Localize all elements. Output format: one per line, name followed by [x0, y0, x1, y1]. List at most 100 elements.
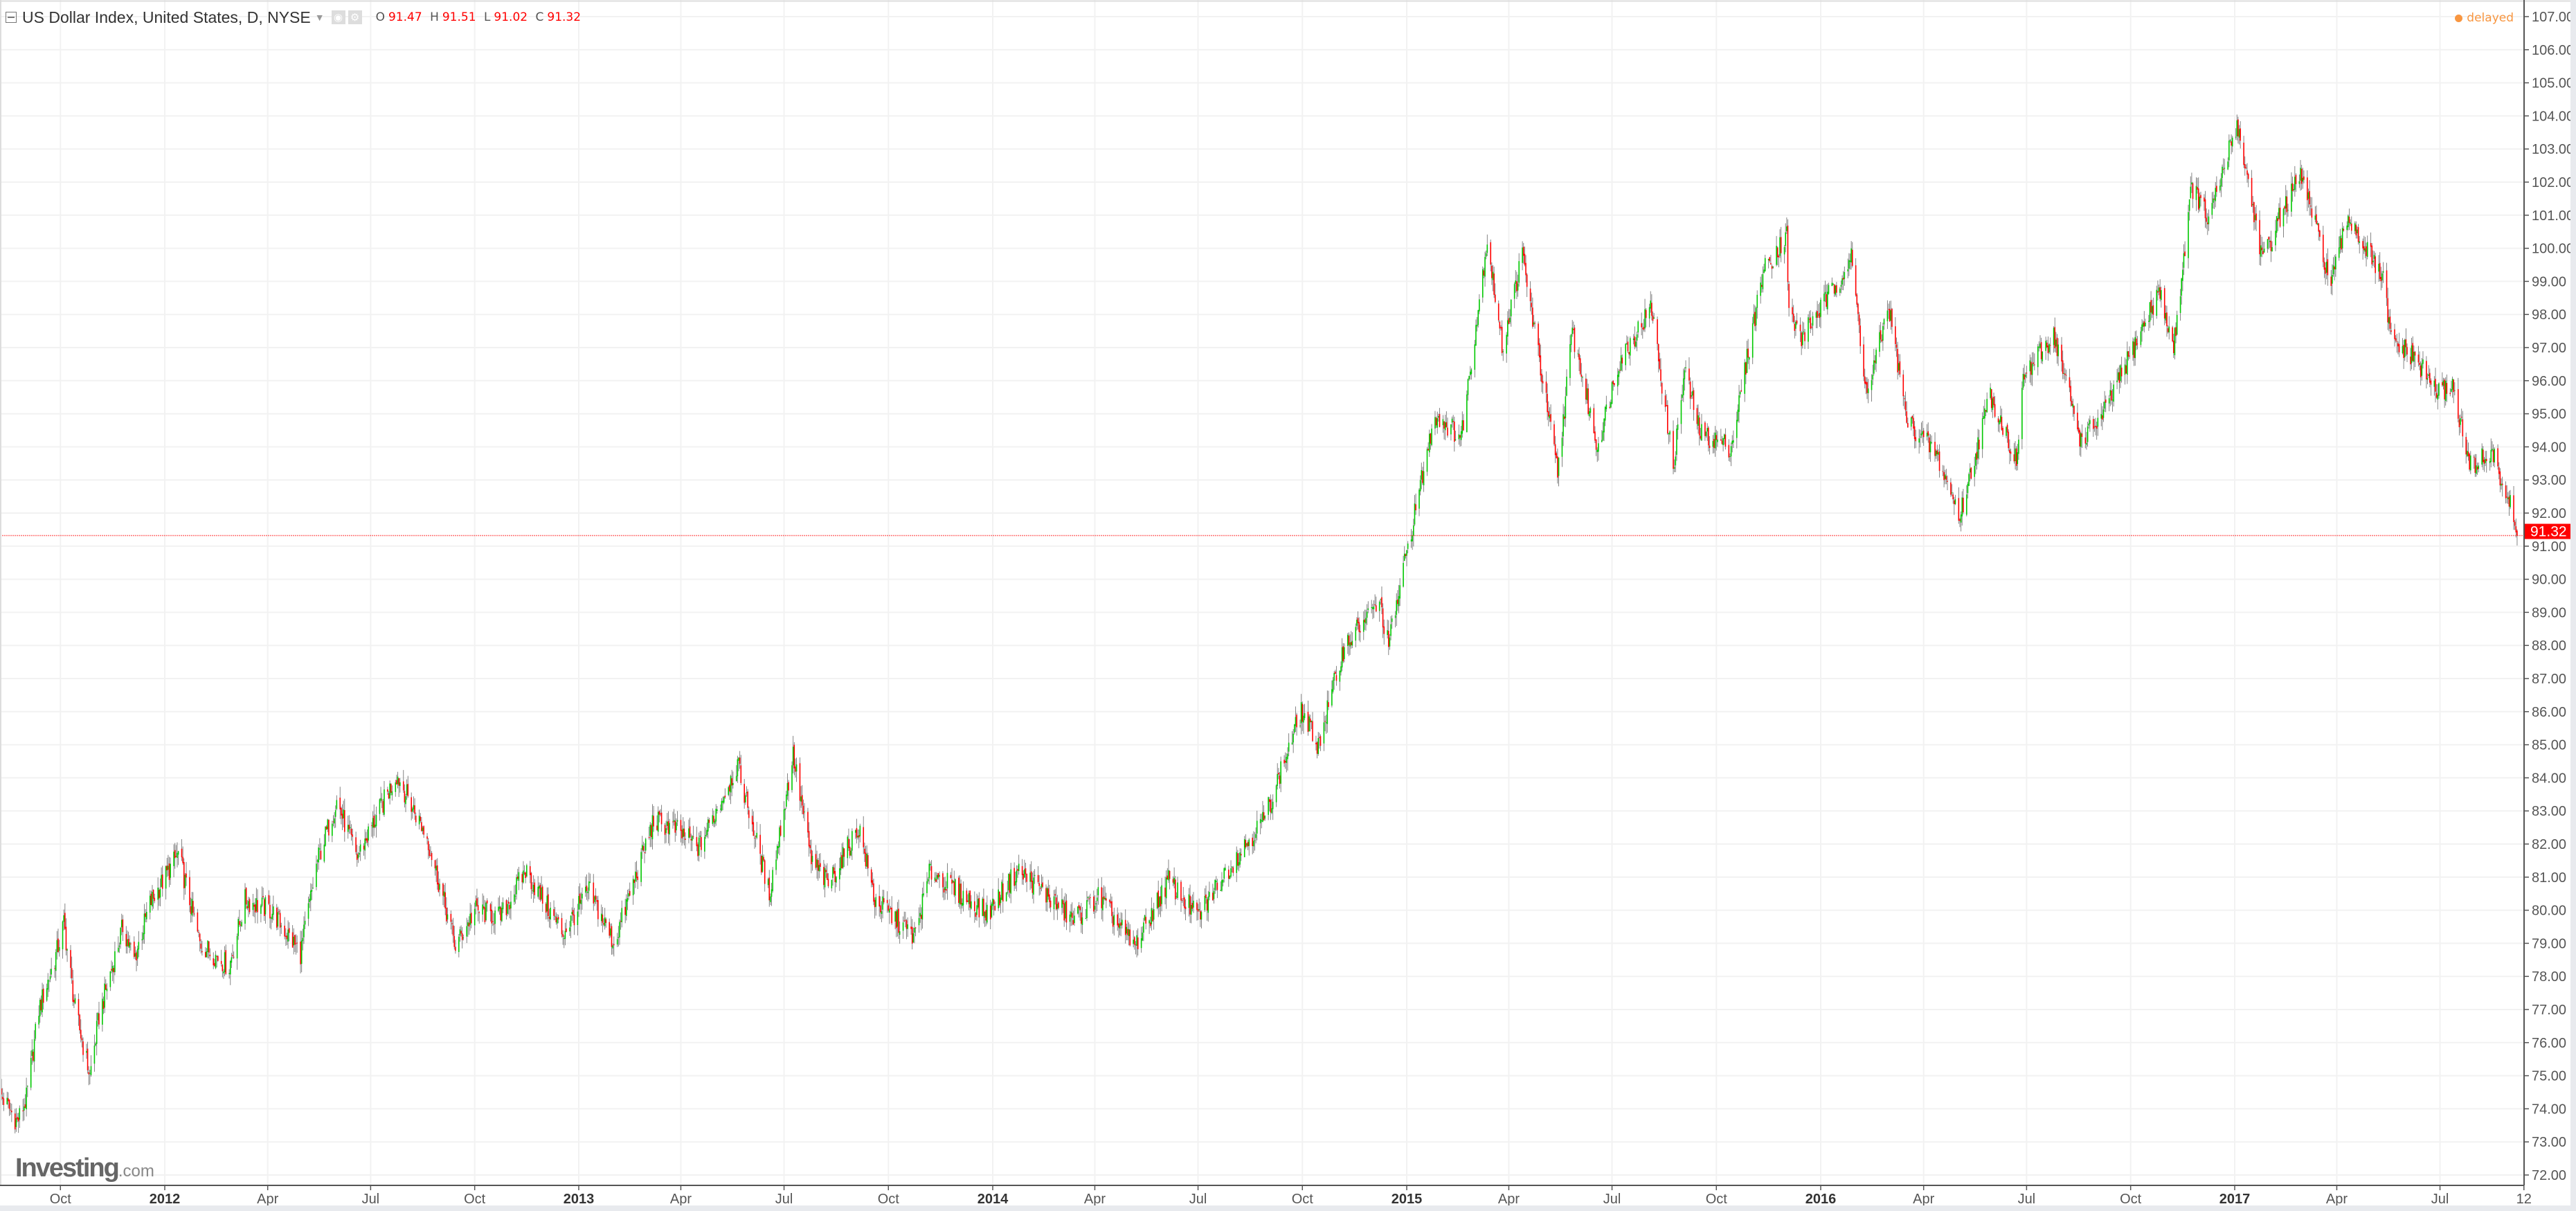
eye-icon[interactable]: ◉	[331, 10, 345, 24]
candle-down	[1709, 445, 1711, 448]
candle-up	[2350, 222, 2351, 224]
y-tick-label: 84.00	[2532, 771, 2566, 786]
candle-down	[523, 872, 525, 874]
candle-down	[660, 812, 663, 825]
candle-up	[95, 1043, 96, 1046]
candle-up	[350, 827, 351, 828]
candle-down	[2268, 237, 2269, 240]
candle-up	[1151, 908, 1153, 924]
candle-up	[1653, 317, 1655, 319]
candle-down	[1435, 418, 1437, 426]
candle-up	[1682, 378, 1684, 395]
candle-down	[1817, 311, 1818, 319]
grid	[0, 0, 2525, 1185]
candle-up	[1288, 742, 1290, 752]
time-scrollbar[interactable]	[0, 1205, 2570, 1211]
candle-down	[1563, 416, 1565, 420]
candle-up	[2176, 314, 2178, 335]
candle-up	[458, 936, 460, 952]
candle-down	[2192, 183, 2194, 199]
candle-down	[764, 860, 766, 884]
candle-up	[2325, 261, 2327, 273]
candle-down	[1652, 315, 1654, 321]
gear-icon[interactable]: ⚙	[348, 10, 362, 24]
candle-up	[616, 939, 618, 945]
caret-down-icon[interactable]: ▼	[314, 12, 325, 23]
candle-down	[2348, 216, 2350, 223]
candle-up	[184, 874, 186, 888]
candle-up	[1841, 278, 1843, 285]
candle-up	[1096, 897, 1098, 901]
candle-up	[2213, 198, 2214, 203]
candle-up	[86, 1050, 87, 1053]
candle-up	[1549, 415, 1551, 419]
y-tick-label: 78.00	[2532, 969, 2566, 985]
candle-up	[1097, 887, 1099, 896]
candle-down	[1017, 869, 1018, 871]
x-axis[interactable]: Oct 2012 Apr Jul Oct 2013 Apr Jul Oct 2014 Apr Jul O…	[50, 1192, 2532, 1207]
y-axis[interactable]: 72.0073.0074.0075.0076.0077.0078.0079.00…	[2532, 10, 2574, 1183]
candle-up	[1510, 299, 1512, 316]
candle-up	[1300, 702, 1302, 724]
candle-up	[1588, 411, 1590, 417]
candle-down	[2469, 454, 2470, 470]
candle-down	[973, 901, 975, 912]
candle-down	[1880, 330, 1882, 340]
candle-down	[2483, 459, 2485, 464]
candle-up	[2134, 337, 2136, 359]
candle-up	[1803, 331, 1805, 332]
candle-up	[2485, 458, 2486, 463]
candle-up	[1618, 370, 1620, 377]
candle-down	[856, 827, 858, 838]
candle-up	[2195, 186, 2197, 200]
candle-down	[2419, 363, 2420, 366]
candle-up	[2235, 136, 2237, 138]
candle-up	[1000, 897, 1002, 904]
candle-down	[759, 834, 761, 854]
candle-up	[717, 809, 718, 811]
candle-up	[811, 856, 813, 862]
candle-down	[1415, 504, 1416, 511]
candle-up	[722, 800, 723, 803]
candle-down	[40, 999, 42, 1011]
candle-down	[154, 897, 156, 901]
candle-up	[26, 1087, 27, 1109]
collapse-icon[interactable]	[6, 12, 17, 23]
candle-down	[1328, 702, 1329, 708]
candle-down	[2341, 237, 2342, 250]
candle-up	[2316, 223, 2318, 225]
chart-title[interactable]: US Dollar Index, United States, D, NYSE	[22, 8, 311, 26]
y-tick-label: 77.00	[2532, 1003, 2566, 1018]
candle-up	[1692, 391, 1693, 396]
candle-up	[1053, 896, 1055, 910]
candle-up	[293, 936, 295, 946]
candle-down	[468, 922, 470, 927]
candle-up	[1188, 894, 1190, 908]
candle-up	[248, 901, 249, 908]
candle-up	[621, 908, 623, 922]
candle-down	[1771, 266, 1773, 269]
candle-down	[2105, 400, 2107, 403]
candle-up	[1835, 285, 1837, 295]
candle-down	[2417, 355, 2420, 363]
candle-up	[585, 886, 586, 893]
candle-down	[209, 954, 211, 957]
candle-down	[1664, 395, 1666, 407]
candle-up	[1280, 761, 1281, 784]
candle-up	[2478, 465, 2480, 469]
candle-down	[1026, 873, 1027, 882]
candle-up	[1968, 474, 1970, 486]
candle-down	[233, 956, 235, 958]
y-tick-label: 100.00	[2532, 242, 2574, 257]
candle-up	[261, 897, 263, 906]
candle-down	[373, 816, 375, 828]
candle-up	[779, 827, 780, 847]
candle-down	[1994, 404, 1996, 417]
candle-up	[2332, 265, 2334, 274]
candle-down	[1111, 901, 1113, 917]
candle-up	[730, 775, 732, 793]
candle-up	[2460, 418, 2461, 425]
candle-up	[875, 897, 877, 907]
candle-up	[2113, 384, 2114, 402]
